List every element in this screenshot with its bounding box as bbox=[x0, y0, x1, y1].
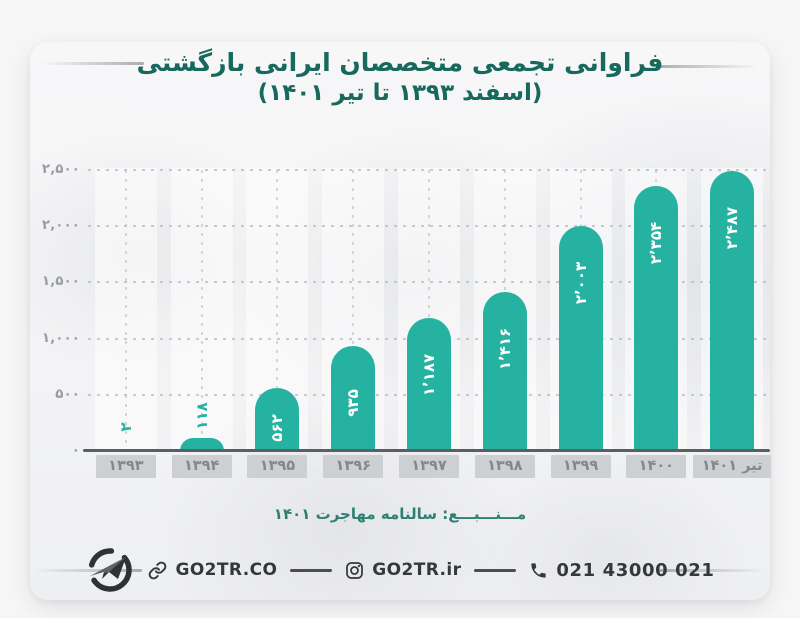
bar bbox=[255, 387, 300, 451]
footer-separator-dash bbox=[474, 568, 517, 572]
bar bbox=[179, 437, 224, 451]
x-axis-label: ۱۳۹۵ bbox=[247, 455, 308, 478]
infographic-card: فراوانی تجمعی متخصصان ایرانی بازگشتی (اس… bbox=[30, 42, 772, 600]
y-axis-tick-label: ۵۰۰ bbox=[55, 385, 80, 402]
chart-title: فراوانی تجمعی متخصصان ایرانی بازگشتی bbox=[136, 48, 664, 77]
x-axis-label: ۱۳۹۹ bbox=[550, 455, 611, 478]
bar bbox=[482, 291, 527, 451]
website-item: GO2TR.CO bbox=[148, 560, 277, 580]
website-text: GO2TR.CO bbox=[175, 560, 278, 580]
link-icon bbox=[148, 561, 167, 580]
bar-value-label: ۲٬۴۸۷ bbox=[723, 207, 742, 250]
gridline-vertical bbox=[200, 170, 203, 451]
y-axis-tick-label: ۱,۵۰۰ bbox=[41, 273, 80, 290]
instagram-item: GO2TR.ir bbox=[345, 560, 461, 580]
y-axis-tick-label: ۲,۰۰۰ bbox=[41, 217, 80, 234]
bar bbox=[407, 317, 451, 451]
source-caption: مـــنـــبـــع: سالنامه مهاجرت ۱۴۰۱ bbox=[273, 505, 527, 523]
bar-value-label: ۲٬۳۵۴ bbox=[647, 222, 666, 265]
y-axis-tick-label: ۲,۵۰۰ bbox=[41, 161, 80, 177]
footer-separator-dash bbox=[290, 568, 333, 572]
x-axis-line bbox=[83, 449, 770, 452]
phone-icon bbox=[529, 561, 548, 580]
instagram-icon bbox=[345, 561, 364, 580]
title-decorative-dash-right bbox=[656, 65, 758, 68]
x-axis-label: تیر ۱۴۰۱ bbox=[693, 455, 772, 478]
y-axis-tick-label: ۰ bbox=[71, 442, 80, 458]
gridline-vertical bbox=[352, 170, 355, 451]
footer-decorative-dash-right bbox=[658, 569, 766, 572]
go2tr-logo bbox=[85, 545, 135, 595]
instagram-text: GO2TR.ir bbox=[372, 560, 462, 580]
bar-value-label: ۲٬۰۰۳ bbox=[571, 261, 590, 305]
phone-item: 021 43000 021 bbox=[529, 560, 714, 581]
chart-subtitle: (اسفند ۱۳۹۳ تا تیر ۱۴۰۱) bbox=[257, 80, 543, 106]
bar bbox=[558, 225, 603, 451]
x-axis-label: ۱۳۹۶ bbox=[323, 455, 384, 478]
gridline-vertical bbox=[428, 170, 430, 451]
bar-value-label: ۱٬۴۱۶ bbox=[495, 327, 514, 370]
bar bbox=[634, 186, 679, 451]
bar-chart: ۲,۵۰۰ ۲,۰۰۰ ۱,۵۰۰ ۱,۰۰۰ ۵۰۰ ۰ ۲ ۱۳۹۳ ۱۱۸ ۱۳۹۴ ۵۶۲ ۱… bbox=[30, 42, 772, 600]
x-axis-label: ۱۳۹۷ bbox=[399, 455, 459, 478]
footer-decorative-dash-left bbox=[34, 569, 142, 572]
bar bbox=[710, 171, 755, 451]
bar bbox=[331, 345, 376, 451]
y-axis-tick-label: ۱,۰۰۰ bbox=[41, 329, 80, 346]
x-axis-label: ۱۳۹۳ bbox=[95, 455, 156, 478]
phone-text: 021 43000 021 bbox=[556, 559, 715, 581]
x-axis-label: ۱۴۰۰ bbox=[626, 455, 687, 478]
footer-bar: GO2TR.CO GO2TR.ir 021 43000 021 bbox=[30, 541, 770, 599]
gridline-vertical bbox=[276, 170, 279, 451]
chart-title-block: فراوانی تجمعی متخصصان ایرانی بازگشتی (اس… bbox=[30, 47, 770, 108]
x-axis-label: ۱۳۹۴ bbox=[171, 455, 232, 478]
x-axis-label: ۱۳۹۸ bbox=[474, 455, 535, 478]
bar-value-label: ۱٬۱۸۷ bbox=[420, 353, 438, 396]
title-decorative-dash-left bbox=[42, 62, 144, 65]
gridline-vertical bbox=[124, 170, 127, 451]
